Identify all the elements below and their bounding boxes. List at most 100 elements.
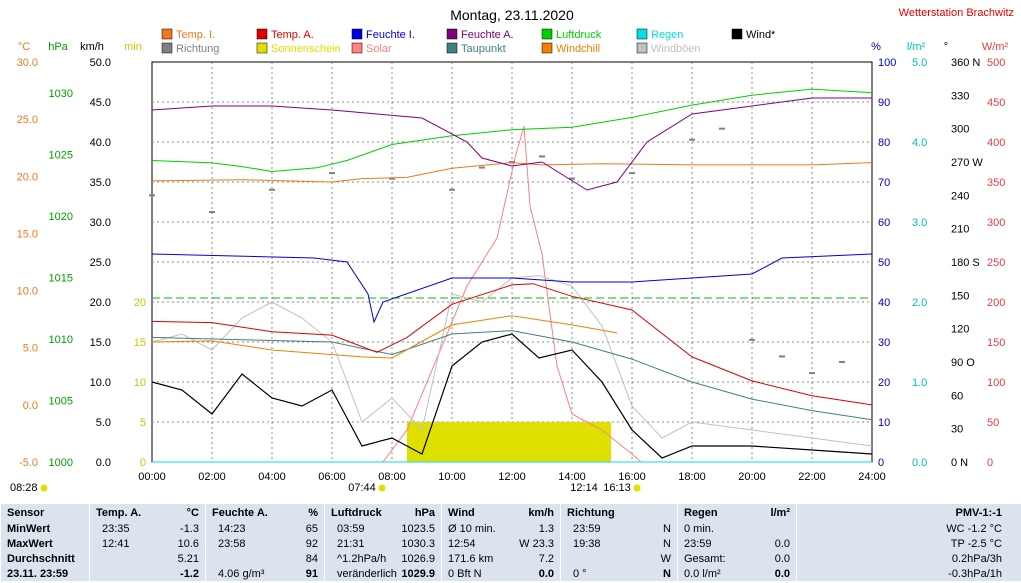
axis-deg-tick: 330 bbox=[951, 90, 969, 102]
stats-row: MinWert bbox=[1, 523, 89, 538]
weather-chart: 30.025.020.015.010.05.00.0-5.01030102510… bbox=[10, 7, 1014, 494]
series-line-windb-en bbox=[151, 275, 873, 447]
stats-cell: °C bbox=[186, 507, 199, 519]
direction-point bbox=[569, 177, 575, 180]
stats-header: Temp. A. °C bbox=[90, 507, 205, 522]
stats-row: W bbox=[561, 553, 677, 568]
axis-rain-tick: 5.0 bbox=[912, 57, 927, 69]
axis-pct-tick: 70 bbox=[878, 177, 890, 189]
legend-label: Feuchte A. bbox=[461, 29, 514, 41]
chart-legend: Temp. I. Temp. A. Feuchte I. Feuchte A. Luft… bbox=[161, 28, 776, 55]
sunshine-bar bbox=[407, 422, 611, 462]
stats-cell: -0.3hPa/1h bbox=[948, 568, 1002, 580]
axis-hpa-tick: 1030 bbox=[49, 88, 73, 100]
stats-cell: N bbox=[663, 523, 671, 535]
axis-temp-tick: 15.0 bbox=[17, 228, 38, 240]
stats-row: veränderlich 1029.9 bbox=[325, 568, 441, 583]
axis-deg-tick: 60 bbox=[951, 390, 963, 402]
stats-row: 12:41 10.6 bbox=[90, 538, 205, 553]
stats-cell: 23.11. 23:59 bbox=[7, 568, 69, 580]
stats-row: 0 ° N bbox=[561, 568, 677, 583]
stats-cell: 21:31 bbox=[337, 538, 365, 550]
stats-cell: 1030.3 bbox=[401, 538, 435, 550]
stats-cell: 14:23 bbox=[218, 523, 246, 535]
stats-row: 23:59 N bbox=[561, 523, 677, 538]
stats-header: Richtung bbox=[561, 507, 677, 522]
axis-kmh-tick: 45.0 bbox=[90, 97, 111, 109]
series-line-taupunkt bbox=[151, 330, 873, 421]
stats-col-wind: Wind km/h Ø 10 min. 1.3 12:54 W 23.3 171.6 km 7… bbox=[441, 504, 560, 581]
stats-row: 12:54 W 23.3 bbox=[442, 538, 560, 553]
axis-deg-tick: 360 N bbox=[951, 57, 980, 69]
legend-swatch bbox=[446, 28, 458, 40]
stats-cell: Durchschnitt bbox=[7, 553, 75, 565]
axis-kmh-tick: 30.0 bbox=[90, 217, 111, 229]
axis-pct-tick: 30 bbox=[878, 337, 890, 349]
stats-row: 5.21 bbox=[90, 553, 205, 568]
stats-row: 03:59 1023.5 bbox=[325, 523, 441, 538]
stats-row: MaxWert bbox=[1, 538, 89, 553]
direction-point bbox=[749, 338, 755, 341]
series-line-feuchte-a- bbox=[151, 97, 872, 191]
legend-label: Temp. A. bbox=[271, 29, 314, 41]
stats-row: Durchschnitt bbox=[1, 553, 89, 568]
stats-row: 21:31 1030.3 bbox=[325, 538, 441, 553]
sunrise-time: 07:44 bbox=[348, 482, 376, 494]
legend-swatch bbox=[636, 28, 648, 40]
stats-cell: Feuchte A. bbox=[212, 507, 268, 519]
stats-row: 19:38 N bbox=[561, 538, 677, 553]
stats-cell: 23:59 bbox=[684, 538, 712, 550]
stats-row: 171.6 km 7.2 bbox=[442, 553, 560, 568]
stats-cell: 4.06 g/m³ bbox=[218, 568, 265, 580]
stats-cell: Ø 10 min. bbox=[448, 523, 496, 535]
stats-cell: 0.2hPa/3h bbox=[951, 553, 1002, 565]
axis-rain-tick: 2.0 bbox=[912, 297, 927, 309]
legend-label: Taupunkt bbox=[461, 43, 506, 55]
axis-pct-tick: 100 bbox=[878, 57, 896, 69]
axis-deg-tick: 210 bbox=[951, 224, 969, 236]
stats-col-temp: Temp. A. °C 23:35 -1.3 12:41 10.6 5.21 -1.2 bbox=[89, 504, 205, 581]
stats-row: 0.0 l/m² 0.0 bbox=[678, 568, 796, 583]
axis-deg-tick: 0 N bbox=[951, 457, 968, 469]
stats-header: Feuchte A.% bbox=[206, 507, 324, 522]
x-tick-label: 14:00 bbox=[558, 471, 586, 483]
stats-cell: l/m² bbox=[770, 507, 790, 519]
axis-wm2-tick: 250 bbox=[987, 257, 1005, 269]
axis-rain-tick: 3.0 bbox=[912, 217, 927, 229]
axis-kmh-tick: 40.0 bbox=[90, 137, 111, 149]
stats-cell: % bbox=[308, 507, 318, 519]
axis-temp-tick: 20.0 bbox=[17, 171, 38, 183]
stats-cell: Temp. A. bbox=[96, 507, 142, 519]
legend-swatch bbox=[541, 28, 553, 40]
stats-cell: 0.0 l/m² bbox=[684, 568, 721, 580]
stats-row: 0 Bft N 0.0 bbox=[442, 568, 560, 583]
x-tick-label: 12:00 bbox=[498, 471, 526, 483]
axis-temp-tick: 10.0 bbox=[17, 286, 38, 298]
stats-cell: 03:59 bbox=[337, 523, 365, 535]
axis-unit-kmh: km/h bbox=[80, 41, 104, 53]
stats-cell: 91 bbox=[305, 568, 318, 580]
stats-cell: 0.0 bbox=[774, 568, 790, 580]
legend-swatch bbox=[541, 42, 553, 54]
legend-label: Feuchte I. bbox=[366, 29, 415, 41]
axis-kmh-tick: 25.0 bbox=[90, 257, 111, 269]
axis-wm2-tick: 0 bbox=[987, 457, 993, 469]
legend-label: Sonnenschein bbox=[271, 43, 341, 55]
stats-cell: 171.6 km bbox=[448, 553, 494, 565]
stats-row: 23:35 -1.3 bbox=[90, 523, 205, 538]
stats-row: 0.2hPa/3h bbox=[797, 553, 1021, 568]
stats-cell: 84 bbox=[305, 553, 318, 565]
legend-swatch bbox=[351, 28, 363, 40]
x-tick-label: 08:00 bbox=[378, 471, 406, 483]
stats-cell: 1.3 bbox=[538, 523, 554, 535]
axis-wm2-tick: 150 bbox=[987, 337, 1005, 349]
chart-series bbox=[149, 88, 873, 463]
axis-pct-tick: 80 bbox=[878, 137, 890, 149]
transit-time: 12:14 bbox=[570, 482, 598, 494]
axis-kmh-tick: 35.0 bbox=[90, 177, 111, 189]
axis-hpa-tick: 1000 bbox=[49, 457, 73, 469]
axis-kmh-tick: 10.0 bbox=[90, 377, 111, 389]
axis-hpa-tick: 1015 bbox=[49, 272, 73, 284]
legend-label: Temp. I. bbox=[176, 29, 215, 41]
stats-row: WC -1.2 °C bbox=[797, 523, 1021, 538]
